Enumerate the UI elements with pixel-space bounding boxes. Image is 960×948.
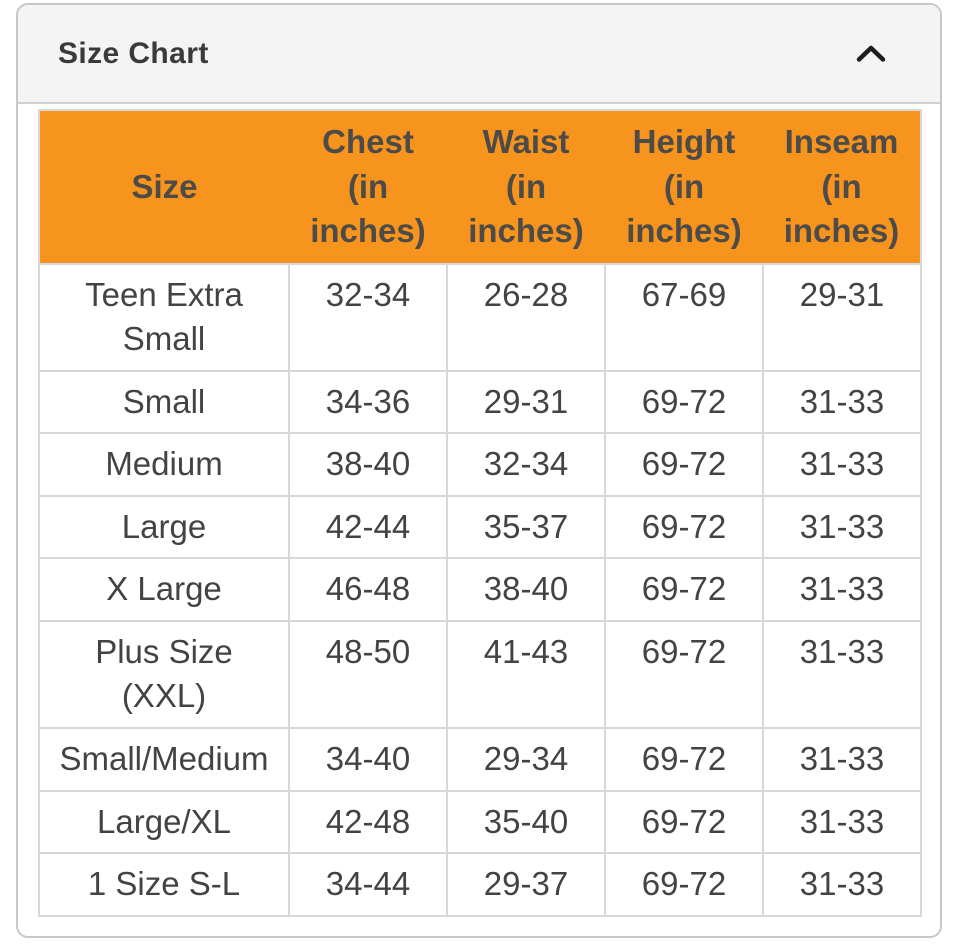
cell-inseam: 31-33 — [762, 494, 922, 560]
cell-waist: 29-34 — [446, 727, 606, 792]
column-header-height: Height (in inches) — [605, 110, 763, 264]
cell-height: 69-72 — [604, 619, 764, 730]
table-header-row: Size Chest (in inches) Waist (in inches)… — [39, 110, 921, 264]
cell-chest: 38-40 — [288, 432, 448, 497]
column-header-size: Size — [39, 110, 289, 264]
cell-waist: 26-28 — [446, 262, 606, 372]
cell-waist: 38-40 — [446, 557, 606, 622]
cell-height: 67-69 — [604, 262, 764, 372]
table-row: Large 42-44 35-37 69-72 31-33 — [38, 494, 922, 560]
table-row: Small 34-36 29-31 69-72 31-33 — [38, 369, 922, 435]
cell-inseam: 29-31 — [762, 262, 922, 372]
cell-chest: 42-48 — [288, 789, 448, 855]
cell-waist: 35-40 — [446, 789, 606, 855]
panel-title: Size Chart — [58, 36, 209, 70]
cell-size: Teen Extra Small — [38, 262, 290, 372]
cell-waist: 41-43 — [446, 619, 606, 730]
table-row: X Large 46-48 38-40 69-72 31-33 — [38, 557, 922, 622]
cell-size: Small/Medium — [38, 727, 290, 792]
table-row: Plus Size (XXL) 48-50 41-43 69-72 31-33 — [38, 619, 922, 730]
cell-height: 69-72 — [604, 369, 764, 435]
cell-inseam: 31-33 — [762, 369, 922, 435]
table-row: Small/Medium 34-40 29-34 69-72 31-33 — [38, 727, 922, 792]
size-chart-table: Size Chest (in inches) Waist (in inches)… — [38, 109, 922, 917]
panel-content: Size Chest (in inches) Waist (in inches)… — [18, 104, 940, 917]
cell-inseam: 31-33 — [762, 727, 922, 792]
cell-size: Plus Size (XXL) — [38, 619, 290, 730]
column-header-chest: Chest (in inches) — [289, 110, 447, 264]
cell-height: 69-72 — [604, 432, 764, 497]
column-header-inseam: Inseam (in inches) — [763, 110, 921, 264]
collapse-button[interactable] — [850, 39, 892, 69]
cell-size: Large/XL — [38, 789, 290, 855]
table-row: Medium 38-40 32-34 69-72 31-33 — [38, 432, 922, 497]
cell-size: 1 Size S-L — [38, 852, 290, 917]
cell-size: X Large — [38, 557, 290, 622]
chevron-up-icon — [854, 43, 888, 65]
cell-height: 69-72 — [604, 557, 764, 622]
cell-inseam: 31-33 — [762, 432, 922, 497]
cell-inseam: 31-33 — [762, 557, 922, 622]
cell-chest: 48-50 — [288, 619, 448, 730]
cell-chest: 42-44 — [288, 494, 448, 560]
cell-waist: 32-34 — [446, 432, 606, 497]
size-chart-accordion-header[interactable]: Size Chart — [18, 5, 940, 104]
cell-height: 69-72 — [604, 494, 764, 560]
table-row: Large/XL 42-48 35-40 69-72 31-33 — [38, 789, 922, 855]
cell-inseam: 31-33 — [762, 852, 922, 917]
cell-chest: 34-36 — [288, 369, 448, 435]
cell-height: 69-72 — [604, 727, 764, 792]
cell-size: Small — [38, 369, 290, 435]
column-header-waist: Waist (in inches) — [447, 110, 605, 264]
cell-chest: 32-34 — [288, 262, 448, 372]
cell-height: 69-72 — [604, 789, 764, 855]
table-row: 1 Size S-L 34-44 29-37 69-72 31-33 — [38, 852, 922, 917]
cell-size: Large — [38, 494, 290, 560]
table-row: Teen Extra Small 32-34 26-28 67-69 29-31 — [38, 262, 922, 372]
cell-inseam: 31-33 — [762, 619, 922, 730]
cell-waist: 35-37 — [446, 494, 606, 560]
cell-chest: 46-48 — [288, 557, 448, 622]
cell-height: 69-72 — [604, 852, 764, 917]
cell-chest: 34-44 — [288, 852, 448, 917]
cell-waist: 29-37 — [446, 852, 606, 917]
cell-size: Medium — [38, 432, 290, 497]
size-chart-panel: Size Chart Size Chest (in inches) — [16, 3, 942, 938]
cell-chest: 34-40 — [288, 727, 448, 792]
cell-inseam: 31-33 — [762, 789, 922, 855]
cell-waist: 29-31 — [446, 369, 606, 435]
